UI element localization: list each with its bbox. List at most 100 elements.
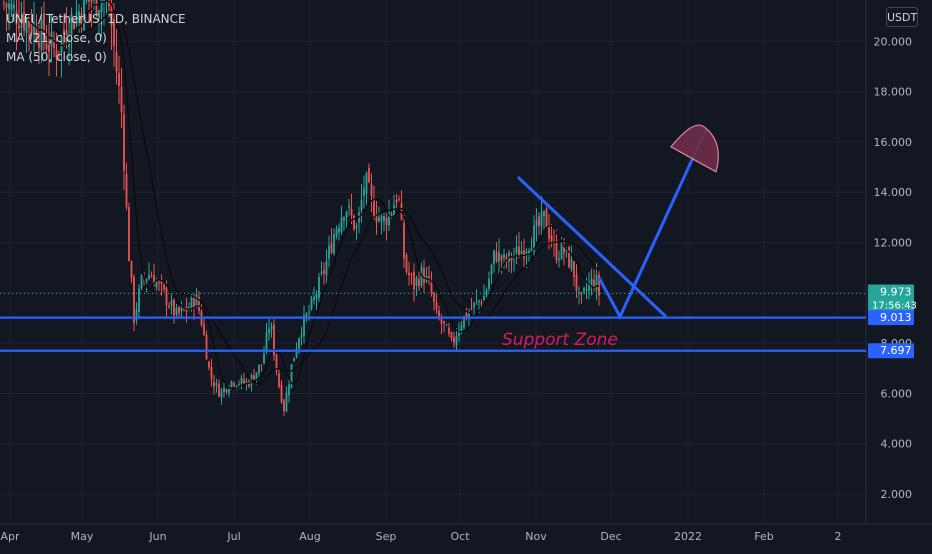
candle-body xyxy=(428,276,430,280)
candle-body xyxy=(405,255,408,272)
candle-body xyxy=(420,266,423,286)
candle-body xyxy=(518,246,520,258)
candle-body xyxy=(438,310,440,319)
candle-body xyxy=(528,250,530,255)
candle-body xyxy=(265,332,268,352)
ma50-label[interactable]: MA (50, close, 0) xyxy=(6,50,107,64)
candle-body xyxy=(390,213,393,217)
candle-body xyxy=(488,278,490,290)
candle-body xyxy=(115,52,118,72)
candle-body xyxy=(343,217,345,221)
candle-body xyxy=(90,0,93,3)
ma21-line xyxy=(23,0,600,390)
candle-body xyxy=(423,268,425,284)
candle-body xyxy=(50,32,53,47)
candle-body xyxy=(380,216,383,222)
candle-body xyxy=(370,184,373,197)
candle-body xyxy=(470,308,473,310)
candle-body xyxy=(558,258,560,260)
currency-button[interactable]: USDT xyxy=(886,7,918,27)
y-tick-label: 16.000 xyxy=(874,136,913,149)
candle-body xyxy=(268,328,270,334)
candle-body xyxy=(535,219,538,227)
candle-body xyxy=(338,227,340,233)
candle-body xyxy=(15,11,18,25)
candle-body xyxy=(40,18,43,51)
candle-body xyxy=(388,212,390,226)
candle-body xyxy=(238,384,240,386)
price-label-tag: 9.013 xyxy=(868,310,914,326)
candle-body xyxy=(463,316,465,328)
target-arc xyxy=(670,124,719,173)
candle-body xyxy=(285,392,288,412)
candle-body xyxy=(473,302,475,308)
price-label-text: 9.013 xyxy=(880,311,912,324)
candle-body xyxy=(398,198,400,200)
x-tick-label: Feb xyxy=(754,530,773,543)
candle-body xyxy=(190,296,193,309)
x-tick-label: 2022 xyxy=(674,530,702,543)
candle-body xyxy=(38,42,40,48)
candle-body xyxy=(350,208,353,216)
candle-body xyxy=(543,210,545,217)
legend: UNFI / TetherUS, 1D, BINANCE MA (21, clo… xyxy=(6,10,186,67)
x-tick-label: Sep xyxy=(376,530,397,543)
candle-body xyxy=(270,326,273,330)
candle-body xyxy=(233,382,235,386)
y-tick-label: 18.000 xyxy=(874,86,913,99)
candle-body xyxy=(235,385,238,387)
y-tick-label: 4.000 xyxy=(881,438,913,451)
candle-body xyxy=(590,278,593,286)
candle-body xyxy=(578,292,580,294)
candle-body xyxy=(205,334,208,360)
candle-body xyxy=(18,25,20,29)
candle-body xyxy=(525,251,528,255)
candle-body xyxy=(505,256,508,263)
candle-body xyxy=(223,388,225,393)
candle-body xyxy=(53,39,55,49)
candle-body xyxy=(210,366,213,380)
symbol-title[interactable]: UNFI / TetherUS, 1D, BINANCE xyxy=(6,12,186,26)
candle-body xyxy=(573,261,575,277)
candle-body xyxy=(413,271,415,290)
price-label-text: 7.697 xyxy=(880,344,912,357)
candle-body xyxy=(188,307,190,310)
candle-body xyxy=(303,315,305,336)
candle-body xyxy=(100,0,103,13)
candle-body xyxy=(318,276,320,299)
candle-body xyxy=(478,300,480,303)
candle-body xyxy=(495,252,498,262)
candle-body xyxy=(345,211,348,218)
candle-body xyxy=(83,0,85,31)
candle-body xyxy=(435,302,438,310)
candle-body xyxy=(453,337,455,343)
candle-body xyxy=(503,254,505,258)
candle-body xyxy=(73,20,75,29)
candle-body xyxy=(510,256,513,261)
candle-body xyxy=(10,3,13,11)
candle-body xyxy=(148,274,150,279)
candle-body xyxy=(595,275,598,291)
candle-body xyxy=(215,383,218,386)
ma21-label[interactable]: MA (21, close, 0) xyxy=(6,31,107,45)
candle-body xyxy=(355,225,358,228)
candle-body xyxy=(98,10,100,19)
candle-body xyxy=(43,12,45,40)
candle-body xyxy=(485,290,488,296)
candle-body xyxy=(408,272,410,276)
candle-body xyxy=(5,3,8,8)
candle-body xyxy=(95,0,98,16)
price-label-tag: 7.697 xyxy=(868,343,914,359)
x-tick-label: Dec xyxy=(600,530,621,543)
grid-lines xyxy=(0,0,866,524)
candle-body xyxy=(260,364,263,366)
y-tick-label: 6.000 xyxy=(881,387,913,400)
candle-body xyxy=(348,205,350,208)
x-tick-label: Oct xyxy=(450,530,470,543)
candle-body xyxy=(393,204,395,216)
candle-body xyxy=(68,40,70,48)
candle-body xyxy=(165,287,168,306)
price-label-countdown: 17:56:43 xyxy=(872,300,917,311)
